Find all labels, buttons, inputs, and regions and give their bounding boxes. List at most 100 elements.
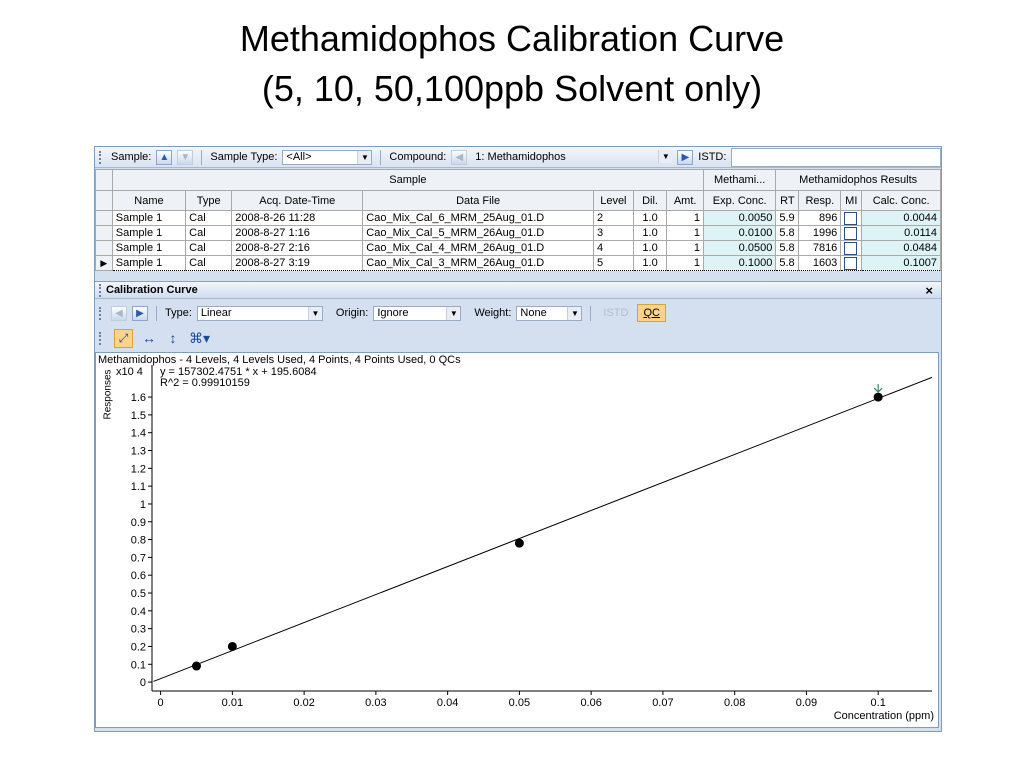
cell-dil[interactable]: 1.0	[632, 255, 668, 271]
cell-acq-date[interactable]: 2008-8-27 1:16	[231, 225, 364, 241]
cell-resp[interactable]: 1996	[798, 225, 842, 241]
cell-name[interactable]: Sample 1	[111, 225, 187, 241]
column-header-resp[interactable]: Resp.	[798, 190, 842, 211]
column-header-mi[interactable]: MI	[840, 190, 863, 211]
arrow-right-icon[interactable]: ▶	[677, 149, 694, 165]
cell-rt[interactable]: 5.8	[775, 225, 800, 241]
cell-calc-conc[interactable]: 0.0114	[861, 225, 941, 241]
cell-rt[interactable]: 5.8	[775, 240, 800, 256]
qc-button[interactable]: QC	[637, 304, 666, 322]
cell-resp[interactable]: 1603	[798, 255, 842, 271]
sample-type-select[interactable]: <All> ▼	[282, 149, 373, 165]
cell-mi[interactable]	[840, 225, 863, 241]
row-indicator[interactable]	[95, 240, 113, 256]
row-pointer-icon[interactable]: ▶	[95, 255, 113, 271]
column-header-data-file[interactable]: Data File	[362, 190, 594, 211]
cell-amt[interactable]: 1	[666, 255, 704, 271]
row-indicator[interactable]	[95, 210, 113, 226]
cell-exp-conc[interactable]: 0.0500	[702, 240, 777, 256]
cell-mi[interactable]	[840, 210, 863, 226]
cell-name[interactable]: Sample 1	[111, 255, 187, 271]
column-header-name[interactable]: Name	[111, 190, 187, 211]
arrow-left-icon[interactable]: ◀	[111, 305, 127, 321]
cell-acq-date[interactable]: 2008-8-26 11:28	[231, 210, 364, 226]
mi-checkbox[interactable]	[844, 226, 858, 240]
close-icon[interactable]: ×	[925, 282, 933, 298]
cell-mi[interactable]	[840, 240, 863, 256]
curve-type-select[interactable]: Linear ▼	[196, 305, 323, 321]
cell-data-file[interactable]: Cao_Mix_Cal_3_MRM_26Aug_01.D	[362, 255, 594, 271]
row-indicator[interactable]	[95, 225, 113, 241]
mi-checkbox[interactable]	[844, 256, 858, 270]
cell-data-file[interactable]: Cao_Mix_Cal_5_MRM_26Aug_01.D	[362, 225, 594, 241]
table-row[interactable]: Sample 1 Cal 2008-8-27 1:16 Cao_Mix_Cal_…	[95, 225, 941, 241]
chevron-down-icon[interactable]: ▼	[567, 306, 582, 320]
cell-amt[interactable]: 1	[666, 210, 704, 226]
chevron-down-icon[interactable]: ▼	[446, 306, 461, 320]
cell-calc-conc[interactable]: 0.0044	[861, 210, 941, 226]
cell-exp-conc[interactable]: 0.0050	[702, 210, 777, 226]
istd-button[interactable]: ISTD	[603, 307, 629, 319]
cell-rt[interactable]: 5.8	[775, 255, 800, 271]
autoscale-icon[interactable]: ⤢	[114, 328, 133, 348]
outlier-tool-icon[interactable]: ⌘▾	[189, 329, 211, 346]
cell-amt[interactable]: 1	[666, 240, 704, 256]
table-row[interactable]: Sample 1 Cal 2008-8-27 2:16 Cao_Mix_Cal_…	[95, 240, 941, 256]
cell-acq-date[interactable]: 2008-8-27 2:16	[231, 240, 364, 256]
toolbar-grip[interactable]	[99, 150, 104, 164]
cell-level[interactable]: 5	[592, 255, 634, 271]
weight-select[interactable]: None ▼	[516, 305, 583, 321]
cell-type[interactable]: Cal	[185, 255, 233, 271]
cell-exp-conc[interactable]: 0.1000	[702, 255, 777, 271]
column-header-exp-conc[interactable]: Exp. Conc.	[702, 190, 777, 211]
arrow-left-icon[interactable]: ◀	[451, 149, 468, 165]
cell-data-file[interactable]: Cao_Mix_Cal_4_MRM_26Aug_01.D	[362, 240, 594, 256]
calibration-plot[interactable]: Methamidophos - 4 Levels, 4 Levels Used,…	[95, 352, 939, 728]
cell-level[interactable]: 3	[592, 225, 634, 241]
toolbar-grip[interactable]	[99, 306, 104, 320]
column-header-type[interactable]: Type	[185, 190, 233, 211]
table-row-selected[interactable]: ▶ Sample 1 Cal 2008-8-27 3:19 Cao_Mix_Ca…	[95, 255, 941, 271]
cell-dil[interactable]: 1.0	[632, 240, 668, 256]
cell-type[interactable]: Cal	[185, 240, 233, 256]
toolbar-grip[interactable]	[99, 331, 104, 345]
cell-exp-conc[interactable]: 0.0100	[702, 225, 777, 241]
origin-select[interactable]: Ignore ▼	[373, 305, 462, 321]
cell-type[interactable]: Cal	[185, 225, 233, 241]
vertical-zoom-icon[interactable]: ↕	[169, 330, 177, 346]
arrow-up-icon[interactable]: ▲	[156, 149, 173, 165]
cell-dil[interactable]: 1.0	[632, 210, 668, 226]
cell-level[interactable]: 4	[592, 240, 634, 256]
chevron-down-icon[interactable]: ▼	[658, 149, 673, 163]
cell-name[interactable]: Sample 1	[111, 240, 187, 256]
cell-mi[interactable]	[840, 255, 863, 271]
chevron-down-icon[interactable]: ▼	[307, 306, 322, 320]
column-header-acq-date[interactable]: Acq. Date-Time	[231, 190, 364, 211]
cell-level[interactable]: 2	[592, 210, 634, 226]
chevron-down-icon[interactable]: ▼	[357, 150, 372, 164]
cell-resp[interactable]: 7816	[798, 240, 842, 256]
cell-rt[interactable]: 5.9	[775, 210, 800, 226]
panel-grip[interactable]	[99, 283, 104, 297]
table-row[interactable]: Sample 1 Cal 2008-8-26 11:28 Cao_Mix_Cal…	[95, 210, 941, 226]
cell-data-file[interactable]: Cao_Mix_Cal_6_MRM_25Aug_01.D	[362, 210, 594, 226]
istd-field[interactable]	[731, 147, 941, 167]
horizontal-zoom-icon[interactable]: ↔	[142, 330, 156, 346]
cell-resp[interactable]: 896	[798, 210, 842, 226]
cell-type[interactable]: Cal	[185, 210, 233, 226]
arrow-right-icon[interactable]: ▶	[132, 305, 148, 321]
mi-checkbox[interactable]	[844, 241, 858, 255]
cell-amt[interactable]: 1	[666, 225, 704, 241]
column-header-calc-conc[interactable]: Calc. Conc.	[861, 190, 941, 211]
column-header-dil[interactable]: Dil.	[632, 190, 668, 211]
column-header-amt[interactable]: Amt.	[666, 190, 704, 211]
chart-canvas[interactable]: 0 0.1 0.2 0.3 0.4 0.5 0.6 0.7 0.8 0.9 1 1.1 1.2 1.3 1.…	[96, 353, 938, 727]
compound-select[interactable]: 1: Methamidophos ▼	[472, 149, 673, 165]
cell-name[interactable]: Sample 1	[111, 210, 187, 226]
cell-calc-conc[interactable]: 0.0484	[861, 240, 941, 256]
column-header-level[interactable]: Level	[592, 190, 634, 211]
cell-acq-date[interactable]: 2008-8-27 3:19	[231, 255, 364, 271]
cell-dil[interactable]: 1.0	[632, 225, 668, 241]
cell-calc-conc[interactable]: 0.1007	[861, 255, 941, 271]
column-header-rt[interactable]: RT	[775, 190, 800, 211]
